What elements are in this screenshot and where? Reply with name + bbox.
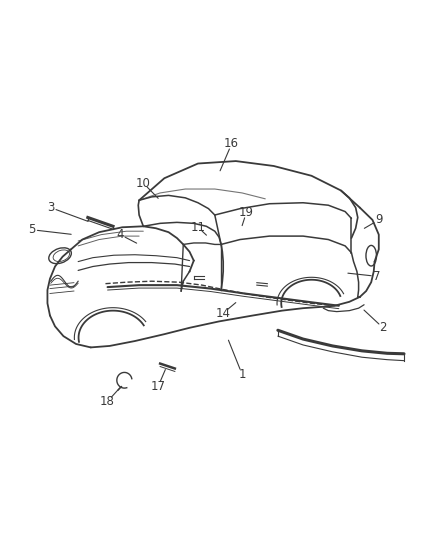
Text: 17: 17 [151, 380, 166, 393]
Text: 1: 1 [238, 368, 246, 381]
Text: 11: 11 [191, 221, 205, 234]
Text: 5: 5 [28, 223, 35, 236]
Text: 19: 19 [239, 206, 254, 219]
Text: 2: 2 [379, 321, 387, 334]
Text: 16: 16 [224, 138, 239, 150]
Text: 7: 7 [373, 270, 381, 283]
Text: 9: 9 [375, 213, 382, 227]
Text: 3: 3 [47, 201, 54, 214]
Text: 10: 10 [136, 176, 151, 190]
Text: 18: 18 [100, 395, 115, 408]
Text: 4: 4 [117, 228, 124, 241]
Text: 14: 14 [215, 306, 231, 320]
